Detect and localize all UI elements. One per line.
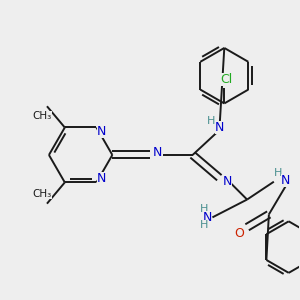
Text: O: O (234, 227, 244, 240)
Text: N: N (153, 146, 163, 160)
Text: H: H (274, 168, 282, 178)
Text: N: N (97, 172, 106, 185)
Text: N: N (203, 211, 212, 224)
Text: N: N (215, 121, 224, 134)
Text: N: N (281, 174, 290, 187)
Text: N: N (223, 175, 232, 188)
Text: CH₃: CH₃ (32, 189, 52, 199)
Text: H: H (207, 116, 216, 126)
Text: N: N (97, 125, 106, 138)
Text: Cl: Cl (220, 73, 232, 86)
Text: H: H (200, 204, 209, 214)
Text: H: H (200, 220, 209, 230)
Text: CH₃: CH₃ (32, 111, 52, 121)
